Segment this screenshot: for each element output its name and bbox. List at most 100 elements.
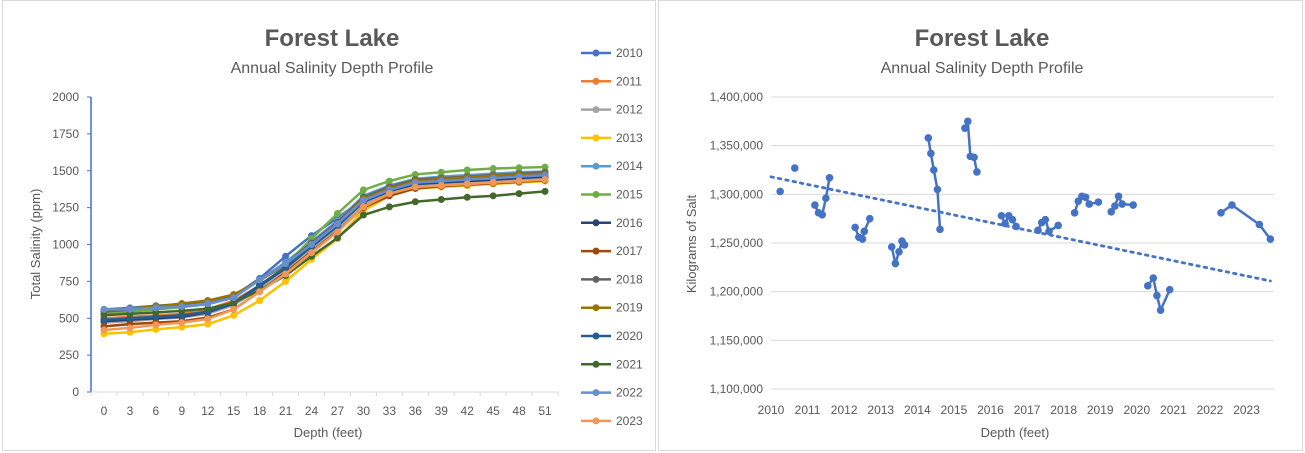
legend-swatch-marker xyxy=(592,389,600,397)
series-2021 xyxy=(100,187,549,319)
y-tick-label: 750 xyxy=(59,274,79,288)
legend-item-2013: 2013 xyxy=(581,131,643,145)
data-point-2021 xyxy=(541,187,549,195)
data-point-2013 xyxy=(282,277,290,285)
data-point-2021 xyxy=(437,196,445,204)
data-point xyxy=(936,225,944,234)
data-point xyxy=(858,235,867,243)
data-point xyxy=(970,153,978,162)
data-segment xyxy=(776,187,784,196)
data-point-2023 xyxy=(463,180,471,188)
data-point-2023 xyxy=(359,203,367,211)
data-point-2015 xyxy=(541,163,549,171)
data-point xyxy=(887,243,896,251)
data-point-2023 xyxy=(333,228,341,236)
x-tick-label: 30 xyxy=(357,404,371,418)
y-tick-label: 1750 xyxy=(52,127,79,141)
y-axis-label: Total Salinity (ppm) xyxy=(28,189,43,300)
data-point xyxy=(1217,209,1225,217)
data-point-2010 xyxy=(282,252,290,260)
data-point xyxy=(825,173,834,182)
data-point-2023 xyxy=(204,315,212,323)
series-line-2023 xyxy=(103,178,546,332)
data-segment xyxy=(1034,215,1062,236)
y-tick-label: 2000 xyxy=(52,90,79,104)
x-tick-label: 9 xyxy=(178,404,185,418)
legend-label: 2019 xyxy=(616,301,643,315)
x-tick-label: 2020 xyxy=(1123,403,1150,417)
data-point-2023 xyxy=(256,288,264,296)
legend-label: 2020 xyxy=(616,329,643,343)
x-tick-label: 2018 xyxy=(1050,403,1077,417)
x-tick-label: 2010 xyxy=(758,403,785,417)
data-point xyxy=(964,117,972,126)
legend-label: 2022 xyxy=(616,386,643,400)
data-point-2022 xyxy=(152,304,160,312)
data-point xyxy=(895,247,903,256)
data-point xyxy=(1041,215,1050,224)
data-point xyxy=(1107,208,1116,216)
x-tick-label: 2023 xyxy=(1233,403,1260,417)
x-tick-label: 36 xyxy=(409,404,423,418)
data-point-2023 xyxy=(541,176,549,184)
data-point-2021 xyxy=(515,190,523,198)
data-point-2021 xyxy=(230,299,238,307)
series-2023 xyxy=(100,176,549,334)
x-tick-label: 6 xyxy=(153,404,160,418)
y-tick-label: 1250 xyxy=(52,201,79,215)
data-point-2022 xyxy=(333,220,341,228)
data-point-2021 xyxy=(359,211,367,219)
data-point-2015 xyxy=(489,165,497,173)
data-point xyxy=(818,210,827,219)
data-point-2022 xyxy=(359,196,367,204)
legend-swatch-marker xyxy=(592,77,600,85)
data-point xyxy=(1085,200,1094,208)
x-tick-label: 12 xyxy=(201,404,215,418)
chart-title: Forest Lake xyxy=(915,25,1050,52)
data-segment xyxy=(924,134,944,234)
x-tick-label: 2011 xyxy=(795,403,821,417)
data-point-2015 xyxy=(437,168,445,176)
legend-item-2015: 2015 xyxy=(581,188,643,202)
data-point xyxy=(1129,201,1137,209)
x-tick-label: 2022 xyxy=(1197,403,1224,417)
legend-swatch-marker xyxy=(592,247,600,255)
legend-swatch-marker xyxy=(592,49,600,57)
chart-subtitle: Annual Salinity Depth Profile xyxy=(881,60,1084,77)
x-tick-label: 2015 xyxy=(941,403,968,417)
data-segment xyxy=(1070,192,1103,217)
legend-item-2016: 2016 xyxy=(581,216,643,230)
data-point xyxy=(900,241,909,249)
x-tick-label: 2016 xyxy=(977,403,1004,417)
x-tick-label: 33 xyxy=(383,404,397,418)
legend: 2010 2011 2012 2013 2014 2015 2016 2017 2018 2019… xyxy=(581,46,643,428)
data-segment xyxy=(887,237,909,269)
data-point xyxy=(1054,221,1062,230)
data-point xyxy=(1149,274,1158,282)
data-point xyxy=(1111,202,1119,210)
legend-swatch-marker xyxy=(592,275,600,283)
legend-swatch-marker xyxy=(592,219,600,227)
data-point xyxy=(1045,227,1053,236)
legend-item-2011: 2011 xyxy=(581,74,642,88)
legend-item-2020: 2020 xyxy=(581,329,643,343)
data-point-2023 xyxy=(515,177,523,185)
data-point xyxy=(860,227,869,236)
data-point xyxy=(1070,209,1079,217)
data-point xyxy=(1228,201,1236,209)
data-point xyxy=(997,211,1006,220)
data-segment xyxy=(1217,201,1275,243)
x-tick-label: 18 xyxy=(253,404,267,418)
legend-item-2010: 2010 xyxy=(581,46,643,60)
x-tick-label: 48 xyxy=(512,404,526,418)
legend-label: 2017 xyxy=(616,244,643,258)
y-tick-label: 1000 xyxy=(52,238,79,252)
legend-swatch-marker xyxy=(592,191,600,198)
legend-label: 2015 xyxy=(616,188,643,202)
data-point-2021 xyxy=(411,198,419,206)
salt-mass-chart: Forest Lake Annual Salinity Depth Profil… xyxy=(684,25,1275,440)
legend-label: 2018 xyxy=(616,272,643,286)
legend-label: 2023 xyxy=(616,414,643,428)
data-point-2022 xyxy=(256,276,264,284)
data-point-2021 xyxy=(204,305,212,313)
